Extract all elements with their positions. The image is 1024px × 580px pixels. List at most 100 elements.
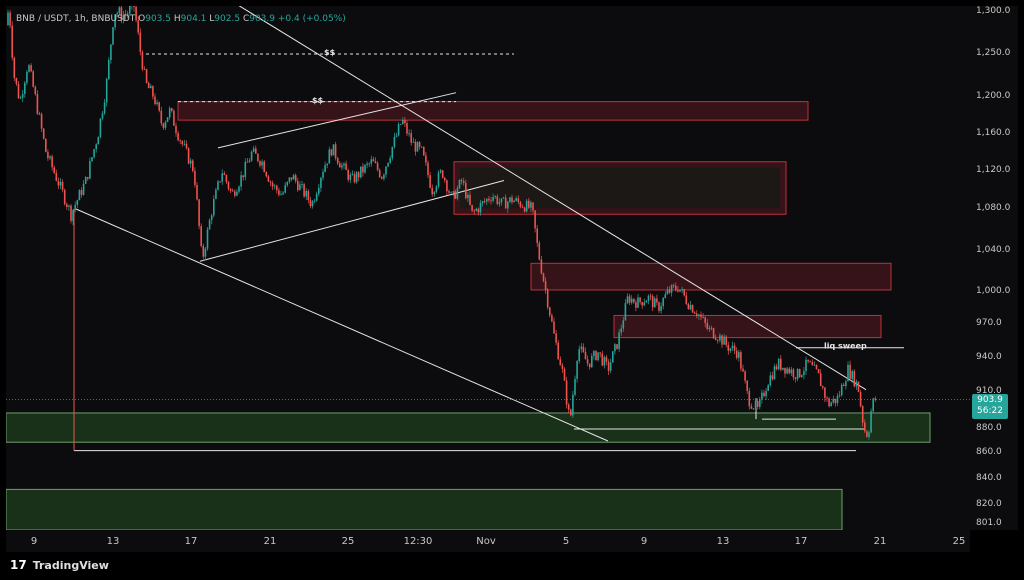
candle-body — [192, 160, 194, 172]
candle-body — [343, 163, 345, 166]
candle-body — [126, 13, 129, 15]
candle-body — [120, 7, 123, 21]
y-tick-label: 820.0 — [976, 499, 1002, 509]
close-label: C — [242, 14, 250, 24]
candle-body — [105, 79, 108, 103]
candle-body — [114, 14, 116, 28]
plot-area[interactable]: $$ $$ liq sweep BNB / USDT, 1h, BNBUSDT O9… — [6, 6, 970, 530]
candle-body — [276, 185, 278, 191]
candle-body — [175, 125, 177, 134]
candle-body — [294, 175, 297, 182]
candle-body — [733, 345, 736, 351]
last-price-tag: 903.9 56:22 — [972, 394, 1008, 419]
candle-body — [11, 25, 13, 58]
candle-body — [502, 197, 505, 199]
candle-body — [868, 432, 870, 437]
candle-body — [536, 228, 538, 244]
candle-body — [89, 161, 91, 179]
high-value: 904.1 — [180, 14, 207, 24]
candle-body — [40, 114, 43, 129]
candle-body — [456, 188, 459, 199]
candle-body — [738, 352, 740, 358]
y-tick-label: 1,080.0 — [976, 203, 1011, 213]
candle-body — [855, 381, 858, 387]
y-tick-label: 1,160.0 — [976, 128, 1011, 138]
candle-body — [194, 171, 196, 185]
candle-body — [645, 300, 648, 303]
candle-body — [145, 69, 148, 83]
candle-body — [458, 179, 461, 189]
candle-body — [830, 402, 832, 407]
candle-body — [603, 357, 606, 366]
candle-body — [221, 173, 223, 182]
x-tick-label: 12:30 — [403, 536, 433, 547]
candle-body — [320, 177, 322, 188]
candle-body — [93, 149, 95, 158]
candle-body — [765, 390, 767, 397]
candle-body — [567, 404, 570, 410]
candle-body — [481, 201, 484, 204]
candle-body — [24, 82, 26, 94]
candle-body — [677, 289, 679, 292]
candle-body — [307, 190, 310, 201]
candle-body — [467, 194, 469, 199]
candle-body — [792, 369, 795, 378]
candle-body — [756, 401, 759, 407]
candle-body — [465, 182, 467, 199]
candle-body — [395, 135, 398, 137]
candle-body — [658, 302, 660, 311]
candle-body — [637, 297, 639, 308]
candle-body — [210, 215, 213, 221]
candle-body — [570, 409, 572, 416]
tradingview-logo[interactable]: 17 TradingView — [10, 558, 109, 572]
candle-body — [683, 289, 685, 296]
y-tick-label: 910.0 — [976, 386, 1002, 396]
candle-body — [351, 174, 354, 175]
candle-body — [36, 94, 39, 114]
price-axis[interactable]: 1,300.0 1,250.0 1,200.0 1,160.0 1,120.0 1,080… — [970, 6, 1018, 530]
candle-body — [208, 220, 211, 230]
candle-body — [471, 204, 473, 211]
candle-body — [273, 185, 276, 187]
candle-body — [786, 368, 788, 374]
candle-body — [769, 375, 772, 386]
candle-body — [97, 136, 100, 145]
candle-body — [822, 386, 824, 388]
candle-body — [353, 174, 356, 183]
candle-body — [746, 380, 748, 392]
candle-body — [168, 108, 171, 118]
candle-body — [540, 259, 543, 274]
candle-body — [578, 348, 580, 362]
x-tick-label: 25 — [952, 536, 966, 547]
candle-body — [647, 295, 650, 301]
candle-body — [796, 368, 799, 379]
candle-body — [370, 159, 373, 164]
candle-body — [832, 398, 835, 403]
candle-body — [372, 159, 375, 162]
candle-body — [696, 313, 698, 316]
candle-body — [660, 306, 662, 311]
candle-body — [727, 344, 730, 351]
candle-body — [328, 149, 331, 164]
candle-body — [759, 399, 761, 407]
candle-body — [171, 108, 173, 111]
candle-body — [528, 200, 530, 208]
candle-body — [250, 151, 253, 161]
symbol-label[interactable]: BNB / USDT, 1h, BNBUSDT — [16, 14, 136, 24]
candle-body — [427, 162, 429, 176]
candle-body — [282, 192, 284, 195]
candle-body — [420, 146, 423, 148]
candle-body — [255, 148, 257, 154]
candle-body — [719, 335, 721, 341]
candle-body — [9, 12, 11, 26]
candle-body — [204, 248, 207, 257]
candle-body — [446, 180, 448, 192]
candle-body — [404, 120, 406, 124]
candle-body — [849, 364, 851, 379]
time-axis[interactable]: 9 13 17 21 25 12:30 Nov 5 9 13 17 21 25 — [6, 530, 970, 552]
candle-body — [805, 359, 807, 372]
candle-body — [670, 285, 673, 293]
candle-body — [257, 153, 259, 162]
candle-body — [780, 358, 782, 370]
candle-body — [219, 181, 221, 183]
